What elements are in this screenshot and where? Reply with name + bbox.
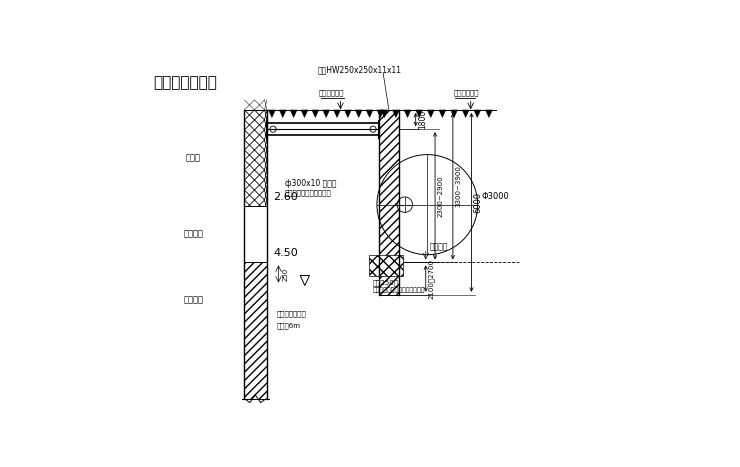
Text: 3300~3900: 3300~3900 (455, 165, 461, 207)
Text: 钢桩HW250x250x11x11: 钢桩HW250x250x11x11 (317, 65, 401, 74)
Text: 基础开挖后夯实在室温规范规定: 基础开挖后夯实在室温规范规定 (373, 287, 425, 293)
Text: 250: 250 (283, 267, 289, 281)
Polygon shape (323, 110, 329, 118)
Polygon shape (427, 110, 434, 118)
Polygon shape (301, 110, 308, 118)
Text: 2.60: 2.60 (273, 192, 297, 202)
Text: 粉质粘土: 粉质粘土 (184, 295, 204, 304)
Text: 1800: 1800 (418, 110, 427, 129)
Text: 4.50: 4.50 (273, 248, 297, 258)
Text: 现有地面标桩: 现有地面标桩 (319, 90, 344, 96)
Text: 2300~2900: 2300~2900 (437, 175, 443, 217)
Polygon shape (312, 110, 319, 118)
Text: 6000: 6000 (474, 192, 482, 213)
Polygon shape (451, 110, 457, 118)
Polygon shape (381, 110, 388, 118)
Bar (244, 206, 267, 262)
Bar (369, 255, 403, 276)
Text: 开挖底面: 开挖底面 (430, 242, 448, 252)
Polygon shape (439, 110, 446, 118)
Text: 垫层250厚: 垫层250厚 (373, 279, 399, 286)
Polygon shape (279, 110, 286, 118)
Polygon shape (377, 110, 384, 118)
Text: 注浆压固预制桩: 注浆压固预制桩 (276, 311, 306, 317)
Polygon shape (462, 110, 469, 118)
Polygon shape (404, 110, 411, 118)
Polygon shape (355, 110, 362, 118)
Polygon shape (392, 110, 400, 118)
Text: 纵支撑与横撑的采用同等: 纵支撑与横撑的采用同等 (285, 189, 332, 196)
Polygon shape (485, 110, 492, 118)
Polygon shape (290, 110, 297, 118)
Bar (244, 262, 267, 399)
Text: Φ3000: Φ3000 (482, 192, 509, 201)
Text: ф300x10 钢管撑: ф300x10 钢管撑 (285, 178, 336, 188)
Text: 现有地面标桩: 现有地面标桩 (454, 90, 480, 96)
Text: 2100～2700: 2100～2700 (428, 259, 434, 298)
Polygon shape (269, 110, 275, 118)
Text: 素填土: 素填土 (186, 154, 201, 163)
Polygon shape (416, 110, 423, 118)
Text: 钻孔剖面示意图: 钻孔剖面示意图 (153, 75, 217, 90)
Polygon shape (344, 110, 352, 118)
Bar (244, 110, 267, 206)
Polygon shape (366, 110, 373, 118)
Text: 细砂层土: 细砂层土 (184, 230, 204, 239)
Polygon shape (334, 110, 340, 118)
Polygon shape (474, 110, 481, 118)
Bar (380, 110, 399, 295)
Text: 搅长约6m: 搅长约6m (276, 322, 300, 329)
